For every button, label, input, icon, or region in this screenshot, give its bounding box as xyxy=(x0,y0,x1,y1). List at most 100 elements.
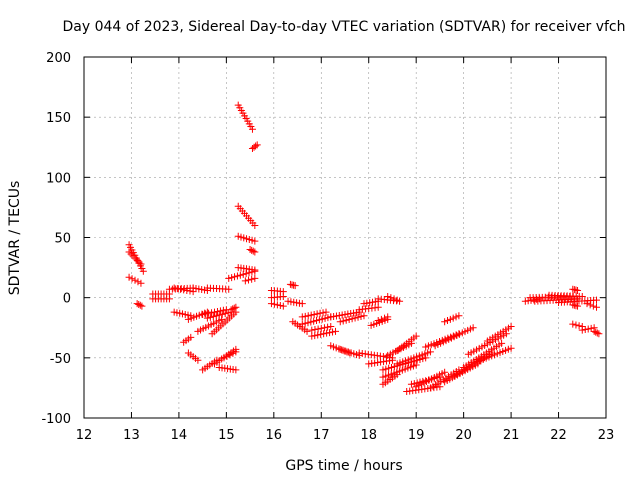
data-point xyxy=(351,314,359,322)
data-point xyxy=(301,319,309,327)
data-point xyxy=(170,284,178,292)
data-point xyxy=(273,301,281,309)
data-series-segment xyxy=(431,324,477,350)
data-series-segment xyxy=(149,295,173,303)
data-series-segment xyxy=(583,300,601,311)
data-point xyxy=(220,354,228,362)
data-point xyxy=(342,316,350,324)
data-point xyxy=(232,303,240,311)
data-point xyxy=(212,312,220,320)
data-point xyxy=(173,285,181,293)
y-tick-labels: -100 -50 0 50 100 150 200 xyxy=(41,51,71,427)
data-point xyxy=(455,312,463,320)
data-series-segment xyxy=(578,324,598,334)
data-point xyxy=(241,277,249,285)
data-point xyxy=(251,267,259,275)
data-series-segment xyxy=(384,292,401,304)
data-series-segment xyxy=(521,295,544,305)
data-point xyxy=(339,317,347,325)
data-point xyxy=(206,313,214,321)
data-point xyxy=(194,356,202,364)
data-point xyxy=(202,310,210,318)
data-point xyxy=(203,314,211,322)
x-tick-label: 14 xyxy=(171,428,188,443)
data-point xyxy=(242,270,250,278)
data-point xyxy=(446,315,454,323)
data-series-segment xyxy=(374,313,392,325)
chart-title: Day 044 of 2023, Sidereal Day-to-day VTE… xyxy=(62,19,625,35)
data-point xyxy=(323,329,331,337)
data-point xyxy=(216,307,224,315)
data-point xyxy=(422,354,430,362)
data-series-segment xyxy=(203,308,235,322)
data-series-segment xyxy=(180,333,195,346)
data-point xyxy=(387,294,395,302)
y-tick-label: 50 xyxy=(54,232,71,247)
data-point xyxy=(348,315,356,323)
data-point xyxy=(452,313,460,321)
data-series-segment xyxy=(227,303,240,314)
data-series-segment xyxy=(267,292,287,302)
data-point xyxy=(224,309,232,317)
data-point xyxy=(324,314,332,322)
data-point xyxy=(232,348,240,356)
data-point xyxy=(133,300,141,308)
data-point xyxy=(253,141,261,149)
data-series-segment xyxy=(355,349,396,362)
data-point xyxy=(507,344,515,352)
x-tick-label: 21 xyxy=(503,428,520,443)
data-point xyxy=(308,326,316,334)
data-point xyxy=(507,323,515,331)
data-point xyxy=(412,332,420,340)
data-series-segment xyxy=(460,339,506,371)
data-point xyxy=(498,339,506,347)
data-series-segment xyxy=(412,368,449,391)
x-tick-labels: 12 13 14 15 16 17 18 19 20 21 22 23 xyxy=(76,428,615,443)
data-point xyxy=(165,295,173,303)
data-point xyxy=(245,269,253,277)
data-point xyxy=(232,366,240,374)
data-series-segment xyxy=(403,383,444,396)
grid-lines xyxy=(84,57,606,418)
x-tick-label: 13 xyxy=(123,428,140,443)
data-point xyxy=(138,302,146,310)
x-tick-label: 17 xyxy=(313,428,330,443)
data-point xyxy=(186,287,194,295)
data-series-segment xyxy=(220,348,240,362)
data-point xyxy=(291,282,299,290)
data-point xyxy=(374,303,382,311)
data-point xyxy=(441,368,449,376)
data-series-segment xyxy=(393,348,434,368)
data-point xyxy=(360,312,368,320)
data-point xyxy=(209,313,217,321)
data-point xyxy=(326,329,334,337)
data-series-segment xyxy=(569,320,586,331)
data-point xyxy=(444,317,452,325)
data-point xyxy=(388,363,396,371)
y-tick-label: 100 xyxy=(46,171,71,186)
data-point xyxy=(315,316,323,324)
data-point xyxy=(229,305,237,313)
data-point xyxy=(441,318,449,326)
data-series-segment xyxy=(234,232,259,245)
data-point xyxy=(581,326,589,334)
data-point xyxy=(590,327,598,335)
data-point xyxy=(320,330,328,338)
data-point xyxy=(336,318,344,326)
data-point xyxy=(303,327,311,335)
x-tick-label: 12 xyxy=(76,428,93,443)
data-series-segment xyxy=(133,300,146,310)
data-point xyxy=(377,315,385,323)
data-series-segment xyxy=(203,284,233,293)
data-point xyxy=(208,309,216,317)
data-point xyxy=(384,313,392,321)
data-point xyxy=(131,276,139,284)
data-point xyxy=(239,270,247,278)
data-series-segment xyxy=(248,141,261,152)
data-series-segment xyxy=(284,297,306,308)
x-tick-label: 15 xyxy=(218,428,235,443)
data-point xyxy=(426,348,434,356)
data-point xyxy=(137,260,145,268)
data-point xyxy=(393,371,401,379)
